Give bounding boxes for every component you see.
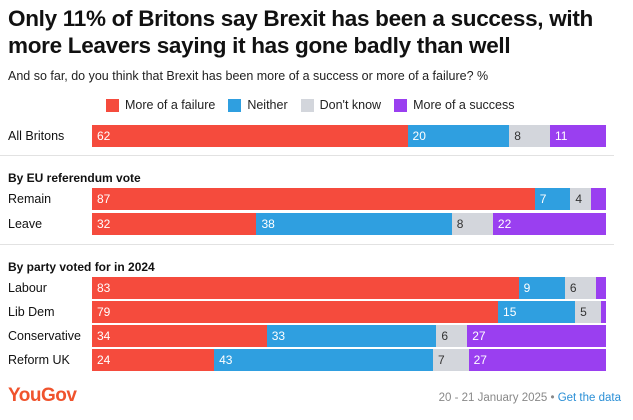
bar-row-leave: 32 38 8 22 <box>92 213 606 235</box>
bar-segment-neither: 43 <box>214 349 433 371</box>
bar-segment-dont-know: 6 <box>436 325 468 347</box>
bar-segment-failure: 24 <box>92 349 215 371</box>
bar-segment-failure: 62 <box>92 125 408 147</box>
separator <box>0 244 614 245</box>
bar-segment-failure: 32 <box>92 213 257 235</box>
bar-segment-neither: 20 <box>407 125 510 147</box>
bar-segment-success: 22 <box>492 213 606 235</box>
legend-item-success: More of a success <box>394 98 515 112</box>
bar-row-remain: 87 7 4 <box>92 188 606 210</box>
bar-row-reform-uk: 24 43 7 27 <box>92 349 606 371</box>
bar-segment-success: 27 <box>467 325 606 347</box>
bar-segment-success: 27 <box>468 349 606 371</box>
bar-segment-dont-know: 7 <box>432 349 469 371</box>
chart-subtitle: And so far, do you think that Brexit has… <box>8 69 489 83</box>
bar-row-conservative: 34 33 6 27 <box>92 325 606 347</box>
legend-label-success: More of a success <box>413 98 515 112</box>
row-label-leave: Leave <box>8 217 43 231</box>
legend-label-neither: Neither <box>247 98 288 112</box>
separator <box>0 155 614 156</box>
bar-segment-dont-know: 6 <box>564 277 596 299</box>
row-label-conservative: Conservative <box>8 329 81 343</box>
bar-segment-success <box>590 188 606 210</box>
footer-date: 20 - 21 January 2025 • <box>438 392 558 404</box>
bar-segment-dont-know: 4 <box>570 188 591 210</box>
row-label-reform-uk: Reform UK <box>8 353 70 367</box>
yougov-logo: YouGov <box>8 385 77 406</box>
get-the-data-link[interactable]: Get the data <box>557 392 621 404</box>
bar-segment-dont-know: 8 <box>451 213 493 235</box>
legend-label-failure: More of a failure <box>125 98 216 112</box>
footer-source: 20 - 21 January 2025 • Get the data <box>439 392 621 404</box>
legend-item-failure: More of a failure <box>106 98 215 112</box>
bar-segment-success: 11 <box>550 125 606 147</box>
bar-segment-neither: 15 <box>498 301 576 323</box>
bar-segment-failure: 83 <box>92 277 519 299</box>
row-label-remain: Remain <box>8 192 52 206</box>
row-label-all-britons: All Britons <box>8 129 65 143</box>
legend-swatch-neither <box>228 98 242 112</box>
row-label-lib-dem: Lib Dem <box>8 305 55 319</box>
bar-segment-neither: 9 <box>518 277 565 299</box>
bar-segment-dont-know: 8 <box>509 125 550 147</box>
bar-segment-failure: 34 <box>92 325 267 347</box>
bar-segment-neither: 38 <box>256 213 452 235</box>
legend: More of a failure Neither Don't know Mor… <box>106 96 528 114</box>
legend-item-dont-know: Don't know <box>300 98 382 112</box>
chart-title: Only 11% of Britons say Brexit has been … <box>8 6 593 58</box>
legend-swatch-success <box>394 98 408 112</box>
bar-row-all-britons: 62 20 8 11 <box>92 125 606 147</box>
bar-segment-failure: 79 <box>92 301 499 323</box>
bar-segment-success <box>595 277 606 299</box>
bar-segment-neither: 7 <box>534 188 571 210</box>
legend-swatch-dont-know <box>300 98 314 112</box>
bar-row-lib-dem: 79 15 5 <box>92 301 606 323</box>
legend-item-neither: Neither <box>228 98 288 112</box>
section-heading-eu-vote: By EU referendum vote <box>8 171 141 185</box>
section-heading-party: By party voted for in 2024 <box>8 260 155 274</box>
bar-segment-dont-know: 5 <box>575 301 601 323</box>
bar-row-labour: 83 9 6 <box>92 277 606 299</box>
bar-segment-failure: 87 <box>92 188 535 210</box>
row-label-labour: Labour <box>8 281 47 295</box>
bar-segment-neither: 33 <box>266 325 437 347</box>
bar-segment-success <box>600 301 606 323</box>
legend-swatch-failure <box>106 98 119 112</box>
legend-label-dont-know: Don't know <box>319 98 382 112</box>
